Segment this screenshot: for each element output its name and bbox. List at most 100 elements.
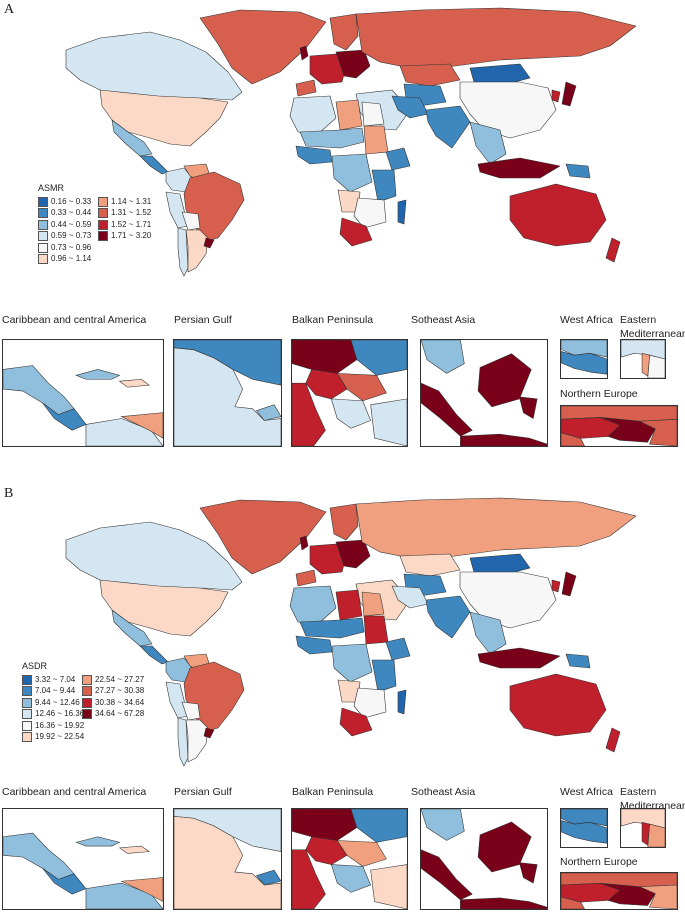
inset-region-egypt [647, 354, 665, 378]
inset-region-mexico [3, 365, 75, 415]
region-nw-africa [289, 95, 337, 135]
region-west-europe [309, 53, 347, 85]
region-sudan [363, 125, 389, 155]
inset-a-east-med-label: Eastern Mediterranean [620, 314, 685, 340]
legend-a-grid: 0.16 ~ 0.33 0.33 ~ 0.44 0.44 ~ 0.59 0.59 ~ … [38, 196, 154, 265]
legend-b: ASDR 3.32 ~ 7.04 7.04 ~ 9.44 9.44 ~ 12.46 1… [22, 662, 144, 743]
region-libya [335, 99, 363, 131]
legend-item: 0.96 ~ 1.14 [38, 254, 94, 266]
inset-region-usa [118, 845, 150, 854]
region-west-africa [295, 635, 333, 655]
inset-region-indonesia [519, 396, 538, 419]
region-nw-africa [289, 585, 337, 625]
region-west-africa [295, 145, 333, 165]
inset-region-west-africa [561, 820, 607, 844]
region-egypt [361, 101, 385, 127]
legend-label: 22.54 ~ 27.27 [95, 674, 145, 684]
inset-b-se-asia-map [420, 808, 548, 910]
region-central-africa [331, 643, 373, 683]
legend-swatch [22, 709, 32, 720]
inset-region-middle-east [370, 398, 407, 446]
legend-item: 1.71 ~ 3.20 [98, 231, 154, 243]
legend-label: 34.64 ~ 67.28 [95, 709, 145, 719]
inset-region-sahel [255, 404, 281, 421]
legend-label: 30.38 ~ 34.64 [95, 697, 145, 707]
legend-swatch [38, 242, 48, 253]
region-australia [509, 183, 607, 247]
region-egypt [361, 591, 385, 617]
inset-b-persian-gulf-map [173, 808, 282, 910]
legend-item: 9.44 ~ 12.46 [22, 697, 80, 709]
inset-a-balkan-map [291, 339, 408, 447]
inset-region-indonesia [421, 382, 473, 437]
inset-a-se-asia-map [420, 339, 548, 447]
region-west-europe [309, 543, 347, 575]
legend-swatch [22, 732, 32, 743]
panel-b-letter: B [4, 486, 14, 501]
region-uk [299, 45, 309, 61]
legend-item: 0.16 ~ 0.33 [38, 196, 94, 208]
region-madagascar [397, 199, 407, 225]
legend-label: 27.27 ~ 30.38 [95, 686, 145, 696]
panel-a-letter: A [4, 2, 15, 17]
region-india [425, 105, 471, 149]
region-south-africa [339, 217, 373, 247]
legend-swatch [82, 709, 92, 720]
legend-item: 34.64 ~ 67.28 [82, 709, 144, 721]
legend-a-title: ASMR [38, 183, 65, 193]
region-east-africa [371, 659, 397, 693]
region-iran [391, 585, 429, 609]
inset-b-east-med-map [620, 808, 666, 848]
inset-region-middle-east [174, 347, 281, 446]
legend-label: 0.44 ~ 0.59 [51, 219, 92, 229]
legend-label: 0.96 ~ 1.14 [51, 254, 92, 264]
world-map-a [65, 7, 637, 277]
legend-swatch [22, 686, 32, 697]
inset-a-caribbean-label: Caribbean and central America [2, 314, 147, 326]
region-central-america [139, 155, 169, 175]
legend-swatch [38, 231, 48, 242]
inset-region-central-asia [350, 809, 407, 843]
inset-a-west-africa-map [560, 339, 608, 379]
inset-region-east-europe [292, 809, 358, 841]
region-se-asia [469, 611, 507, 655]
region-china [459, 571, 557, 629]
legend-label: 1.71 ~ 3.20 [111, 231, 152, 241]
inset-region-indonesia [460, 433, 547, 446]
inset-b-caribbean-map [2, 808, 164, 910]
inset-region-middle-east [174, 816, 281, 909]
region-kazakhstan [399, 63, 461, 87]
region-indonesia [477, 157, 561, 179]
inset-region-nw-africa [330, 864, 372, 893]
inset-region-indonesia [421, 849, 473, 901]
inset-region-iberia [561, 896, 585, 909]
inset-region-russia [638, 884, 677, 909]
legend-swatch [98, 231, 108, 242]
legend-label: 3.32 ~ 7.04 [35, 674, 76, 684]
region-sahel [299, 127, 365, 149]
region-central-america [139, 645, 169, 665]
region-new-zealand [605, 727, 621, 753]
inset-b-balkan-label: Balkan Peninsula [292, 786, 374, 798]
region-indonesia [477, 647, 561, 669]
inset-region-iberia [561, 432, 585, 446]
region-uruguay [203, 237, 215, 249]
inset-a-balkan-label: Balkan Peninsula [292, 314, 374, 326]
region-canada [65, 31, 243, 103]
region-se-asia [469, 121, 507, 165]
legend-swatch [82, 674, 92, 685]
legend-item: 27.27 ~ 30.38 [82, 686, 144, 698]
region-iberia [295, 569, 317, 587]
inset-b-west-africa-map [560, 808, 608, 848]
region-png [565, 163, 591, 179]
inset-b-west-africa-label: West Africa [560, 786, 613, 798]
legend-label: 16.36 ~ 19.92 [35, 720, 85, 730]
region-japan [561, 571, 577, 597]
region-ethiopia [385, 637, 411, 661]
inset-region-central-asia [350, 340, 407, 376]
inset-a-se-asia-label: Sotheast Asia [411, 314, 476, 326]
inset-a-west-africa-label: West Africa [560, 314, 613, 326]
region-argentina [185, 719, 209, 763]
inset-region-west-europe [292, 382, 326, 446]
legend-swatch [38, 196, 48, 207]
